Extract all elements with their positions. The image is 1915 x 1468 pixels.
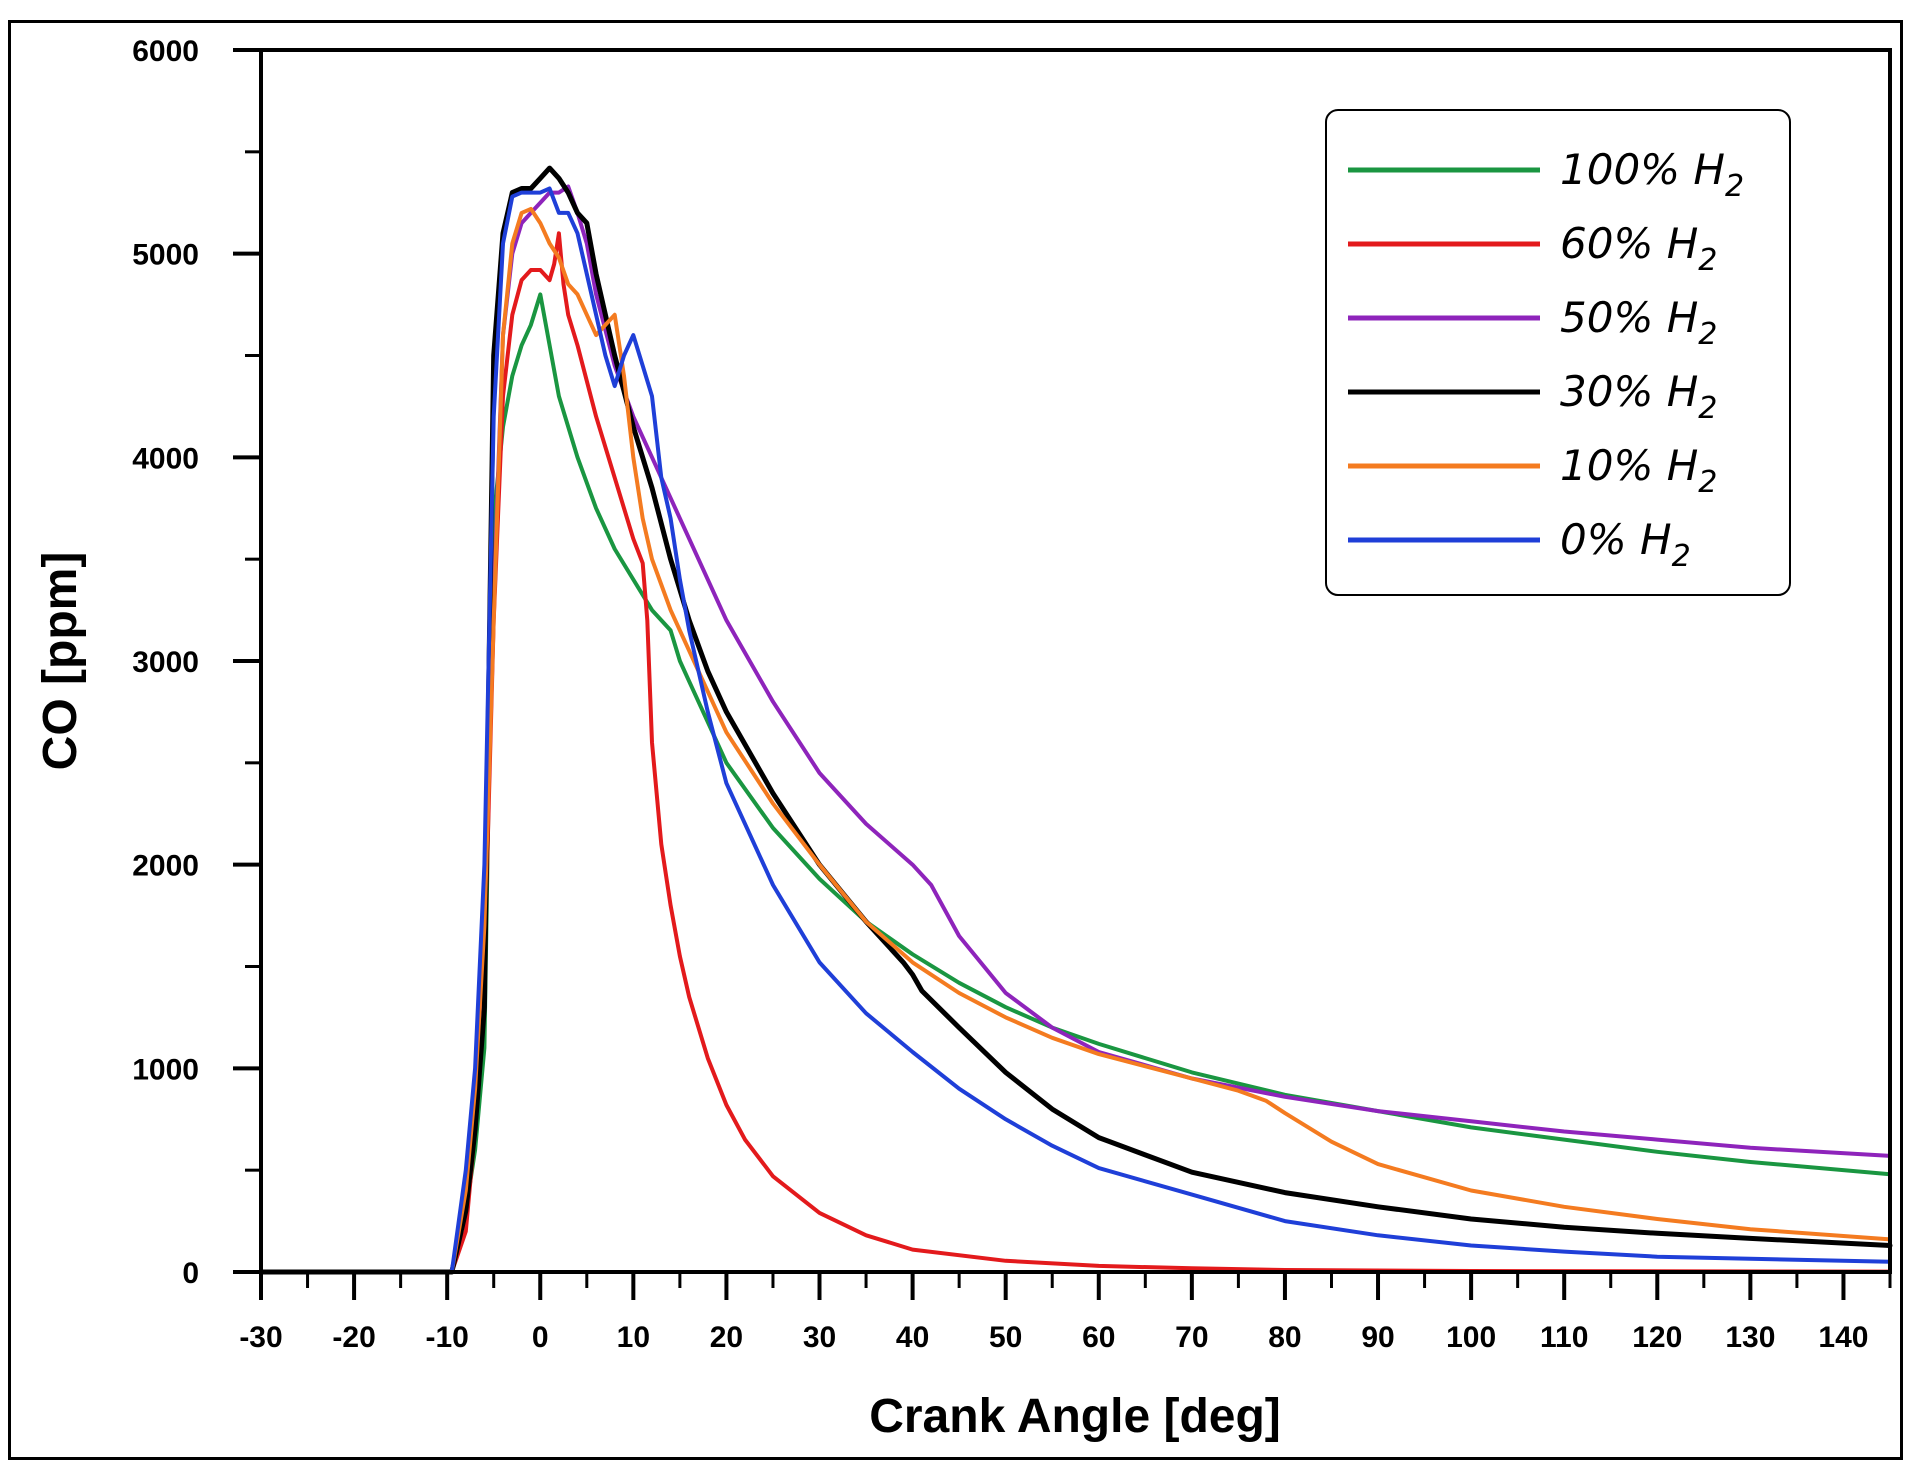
x-tick-label: 140 bbox=[1818, 1321, 1868, 1354]
plot-area-border bbox=[259, 48, 1892, 1274]
y-tick-label: 3000 bbox=[132, 646, 199, 679]
y-axis-title: CO [ppm] bbox=[34, 552, 87, 771]
series-lines bbox=[258, 165, 1893, 1275]
x-tick-label: 40 bbox=[896, 1321, 929, 1354]
tick-marks bbox=[233, 48, 1892, 1300]
y-tick-label: 5000 bbox=[132, 239, 199, 272]
x-tick-label: -20 bbox=[332, 1321, 375, 1354]
x-tick-label: 90 bbox=[1361, 1321, 1394, 1354]
series-line-5 bbox=[259, 186, 1892, 1274]
x-tick-label: 120 bbox=[1632, 1321, 1682, 1354]
x-tick-label: 80 bbox=[1268, 1321, 1301, 1354]
legend-box bbox=[1325, 109, 1791, 596]
x-tick-labels: -30 -20 -10 0 10 20 30 40 50 60 70 80 90 100 110 120 130… bbox=[239, 1321, 1868, 1354]
series-line-1 bbox=[259, 231, 1892, 1274]
x-tick-label: 130 bbox=[1725, 1321, 1775, 1354]
y-tick-labels: 0 1000 2000 3000 4000 5000 6000 bbox=[132, 35, 199, 1290]
x-tick-label: 10 bbox=[617, 1321, 650, 1354]
y-tick-label: 0 bbox=[182, 1257, 199, 1290]
x-tick-label: -30 bbox=[239, 1321, 282, 1354]
x-tick-label: 30 bbox=[803, 1321, 836, 1354]
x-tick-label: 100 bbox=[1446, 1321, 1496, 1354]
x-axis-title: Crank Angle [deg] bbox=[869, 1390, 1281, 1443]
x-tick-label: 20 bbox=[710, 1321, 743, 1354]
x-tick-label: 50 bbox=[989, 1321, 1022, 1354]
x-tick-label: 110 bbox=[1540, 1321, 1588, 1354]
x-tick-label: 70 bbox=[1175, 1321, 1208, 1354]
y-tick-label: 4000 bbox=[132, 442, 199, 475]
x-tick-label: -10 bbox=[425, 1321, 468, 1354]
x-tick-label: 0 bbox=[532, 1321, 549, 1354]
series-line-4 bbox=[259, 206, 1892, 1274]
y-tick-label: 1000 bbox=[132, 1053, 199, 1086]
y-tick-label: 6000 bbox=[132, 35, 199, 68]
x-tick-label: 60 bbox=[1082, 1321, 1115, 1354]
y-tick-label: 2000 bbox=[132, 850, 199, 883]
